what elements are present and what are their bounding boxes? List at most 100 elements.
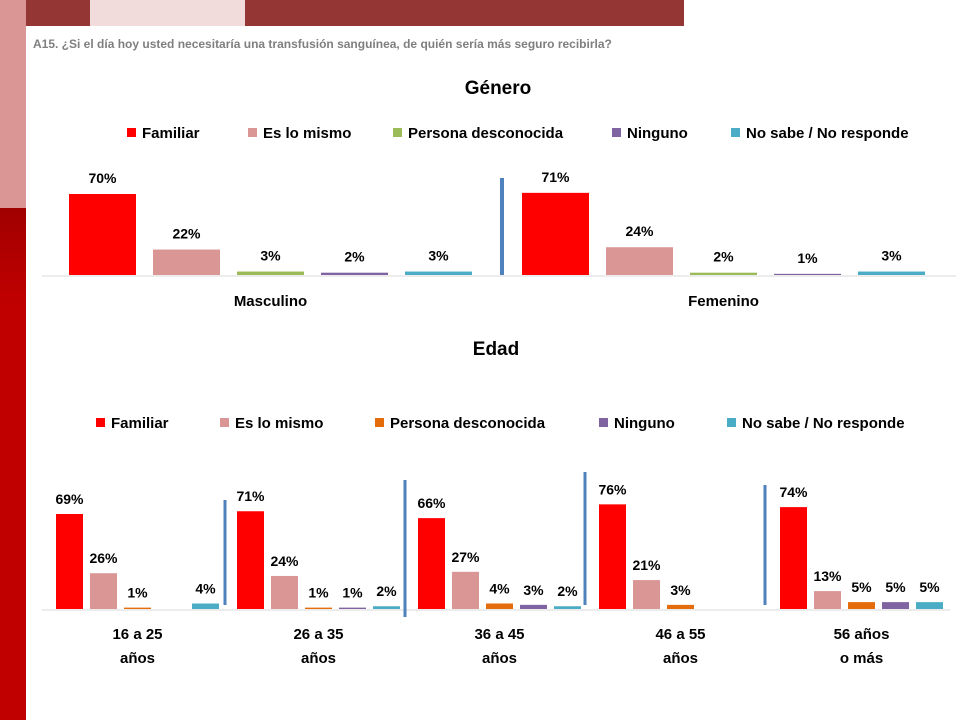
edad-category-label: o más (840, 650, 883, 667)
edad-bar (814, 591, 841, 609)
edad-data-label: 4% (195, 580, 216, 596)
edad-data-label: 13% (813, 568, 842, 584)
genero-bar (522, 192, 589, 275)
edad-data-label: 76% (598, 481, 627, 497)
edad-bar (520, 604, 547, 609)
genero-bar (774, 273, 841, 275)
edad-legend-swatch (375, 418, 384, 427)
edad-bar (418, 518, 445, 609)
edad-data-label: 26% (89, 550, 118, 566)
genero-legend-swatch (731, 128, 740, 137)
edad-legend-swatch (599, 418, 608, 427)
edad-data-label: 2% (376, 583, 397, 599)
genero-data-label: 2% (713, 249, 734, 265)
edad-bar (56, 514, 83, 609)
edad-bar (124, 607, 151, 609)
genero-legend-label: No sabe / No responde (746, 125, 909, 142)
edad-data-label: 69% (55, 491, 84, 507)
edad-chart-title: Edad (473, 339, 519, 360)
header-bar-dark-right (245, 0, 684, 26)
edad-bar (192, 603, 219, 609)
edad-data-label: 5% (885, 579, 906, 595)
genero-bar (237, 271, 304, 275)
edad-data-label: 3% (523, 582, 544, 598)
genero-data-label: 3% (881, 248, 902, 264)
edad-category-label: años (120, 650, 155, 667)
edad-legend-label: Persona desconocida (390, 415, 546, 432)
edad-legend-label: Ninguno (614, 415, 675, 432)
edad-data-label: 1% (342, 585, 363, 601)
edad-category-label: 36 a 45 (474, 626, 524, 643)
genero-bar (690, 272, 757, 275)
edad-bar (486, 603, 513, 609)
genero-legend-swatch (393, 128, 402, 137)
header-bar-light (90, 0, 245, 26)
genero-data-label: 24% (625, 223, 654, 239)
edad-bar (633, 580, 660, 609)
edad-legend-label: No sabe / No responde (742, 415, 905, 432)
genero-data-label: 70% (88, 170, 117, 186)
edad-data-label: 2% (557, 583, 578, 599)
genero-legend-swatch (612, 128, 621, 137)
edad-bar (271, 575, 298, 609)
edad-bar (452, 571, 479, 609)
edad-category-label: años (482, 650, 517, 667)
edad-bar (90, 573, 117, 609)
question-text: A15. ¿Si el día hoy usted necesitaría un… (33, 37, 612, 51)
edad-category-label: años (301, 650, 336, 667)
genero-legend-label: Ninguno (627, 125, 688, 142)
edad-category-label: 46 a 55 (655, 626, 705, 643)
genero-legend-swatch (127, 128, 136, 137)
header-bar-dark-left (26, 0, 90, 26)
edad-bar (373, 606, 400, 609)
edad-bar (916, 602, 943, 609)
genero-data-label: 71% (541, 169, 570, 185)
genero-bar (858, 271, 925, 275)
genero-data-label: 3% (260, 248, 281, 264)
edad-bar (339, 607, 366, 609)
edad-data-label: 4% (489, 580, 510, 596)
edad-category-label: años (663, 650, 698, 667)
edad-category-label: 56 años (834, 626, 890, 643)
edad-bar (667, 604, 694, 609)
genero-data-label: 1% (797, 250, 818, 266)
genero-bar (405, 271, 472, 275)
edad-data-label: 71% (236, 488, 265, 504)
edad-data-label: 74% (779, 484, 808, 500)
edad-legend-label: Es lo mismo (235, 415, 323, 432)
left-decorative-strip (0, 0, 26, 720)
edad-bar (237, 511, 264, 609)
edad-legend-swatch (727, 418, 736, 427)
edad-bar (848, 602, 875, 609)
genero-chart-title: Género (465, 78, 532, 99)
edad-legend-label: Familiar (111, 415, 169, 432)
genero-bar (153, 249, 220, 275)
edad-data-label: 21% (632, 557, 661, 573)
edad-data-label: 5% (851, 579, 872, 595)
edad-data-label: 1% (308, 585, 329, 601)
edad-legend-swatch (220, 418, 229, 427)
edad-legend-swatch (96, 418, 105, 427)
genero-legend-swatch (248, 128, 257, 137)
genero-data-label: 3% (428, 248, 449, 264)
genero-legend-label: Es lo mismo (263, 125, 351, 142)
edad-bar (780, 507, 807, 609)
genero-data-label: 22% (172, 226, 201, 242)
genero-bar (606, 247, 673, 275)
genero-bar (69, 194, 136, 275)
genero-category-label: Masculino (234, 293, 307, 310)
edad-bar (599, 504, 626, 609)
edad-category-label: 26 a 35 (293, 626, 343, 643)
edad-bar (882, 602, 909, 609)
genero-legend-label: Familiar (142, 125, 200, 142)
genero-legend-label: Persona desconocida (408, 125, 564, 142)
edad-data-label: 66% (417, 495, 446, 511)
edad-data-label: 3% (670, 582, 691, 598)
edad-category-label: 16 a 25 (112, 626, 162, 643)
genero-bar (321, 272, 388, 275)
edad-data-label: 1% (127, 585, 148, 601)
edad-data-label: 5% (919, 579, 940, 595)
genero-data-label: 2% (344, 249, 365, 265)
edad-bar (305, 607, 332, 609)
